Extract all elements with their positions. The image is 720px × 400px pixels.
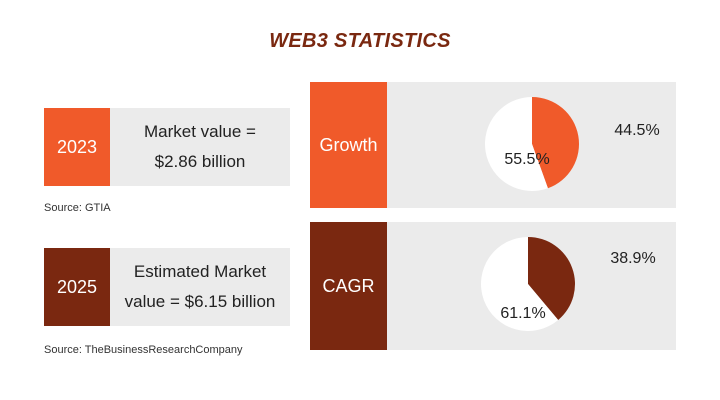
pie-percent-label: 55.5% — [504, 151, 549, 168]
pie-slice — [532, 97, 579, 189]
source-note-2025: Source: TheBusinessResearchCompany — [44, 344, 243, 356]
pie-percent-label: 44.5% — [614, 122, 659, 139]
stat-line-2: $2.86 billion — [154, 152, 246, 171]
stat-line-2: value = $6.15 billion — [124, 292, 276, 311]
stat-text-2025: Estimated Market value = $6.15 billion — [110, 248, 290, 326]
stat-text-2023: Market value = $2.86 billion — [110, 108, 290, 186]
stat-line-1: Market value = — [144, 122, 256, 141]
pie-slice — [485, 97, 548, 191]
source-note-2023: Source: GTIA — [44, 202, 111, 214]
page-title: WEB3 STATISTICS — [269, 30, 451, 52]
pie-slice — [481, 237, 559, 331]
cagr-pie-chart: 38.9% 61.1% — [481, 237, 656, 331]
growth-pie-chart: 44.5% 55.5% — [485, 97, 660, 191]
stat-year-2023: 2023 — [44, 108, 110, 186]
cagr-chart-panel: CAGR 38.9% 61.1% — [310, 222, 676, 350]
pie-percent-label: 61.1% — [500, 305, 545, 322]
growth-label: Growth — [310, 82, 387, 208]
stat-card-2023: 2023 Market value = $2.86 billion — [44, 108, 290, 186]
cagr-label: CAGR — [310, 222, 387, 350]
stat-line-1: Estimated Market — [133, 262, 267, 281]
growth-chart-panel: Growth 44.5% 55.5% — [310, 82, 676, 208]
pie-slice — [528, 237, 575, 321]
pie-percent-label: 38.9% — [610, 250, 655, 267]
stat-year-2025: 2025 — [44, 248, 110, 326]
stat-card-2025: 2025 Estimated Market value = $6.15 bill… — [44, 248, 290, 326]
